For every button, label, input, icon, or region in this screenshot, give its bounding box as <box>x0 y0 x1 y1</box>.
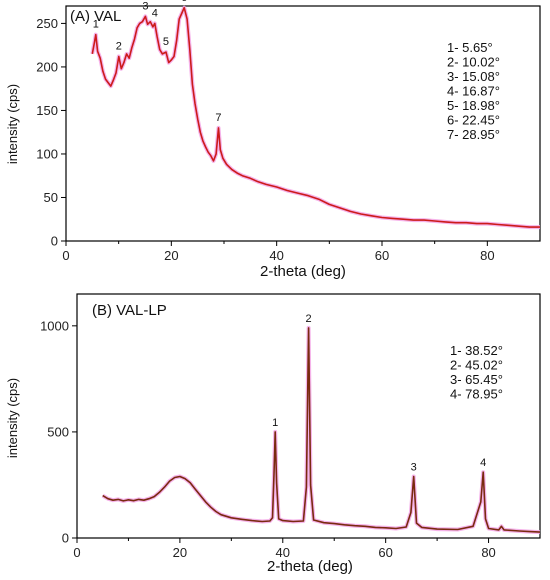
peak-label: 7 <box>215 112 221 124</box>
x-tick-label: 40 <box>276 545 290 560</box>
panel-b-title: (B) VAL-LP <box>92 302 167 319</box>
panel-b-annotations: 1- 38.52°2- 45.02°3- 65.45°4- 78.95° <box>450 343 503 402</box>
y-tick-label: 200 <box>36 59 58 74</box>
y-tick-label: 250 <box>36 16 58 31</box>
y-tick-label: 0 <box>51 234 58 249</box>
peak-label: 3 <box>411 461 417 473</box>
panel-a-xlabel: 2-theta (deg) <box>260 263 346 280</box>
peak-annotation: 4- 78.95° <box>450 387 503 402</box>
peak-label: 2 <box>116 40 122 52</box>
panel-b-plot <box>101 325 541 535</box>
x-tick-label: 60 <box>375 248 389 263</box>
x-tick-label: 20 <box>164 248 178 263</box>
y-tick-label: 1000 <box>40 318 69 333</box>
x-tick-label: 60 <box>378 545 392 560</box>
peak-annotation: 4- 16.87° <box>447 84 500 99</box>
panel-b-peak-labels: 1 2 3 4 <box>272 313 486 474</box>
peak-annotation: 7- 28.95° <box>447 127 500 142</box>
peak-label: 4 <box>480 457 486 469</box>
peak-annotation: 5- 18.98° <box>447 98 500 113</box>
x-tick-label: 20 <box>173 545 187 560</box>
peak-label: 4 <box>152 7 158 19</box>
peak-annotation: 3- 15.08° <box>447 69 500 84</box>
panel-a-ticks: 0 20 40 60 80 0 50 100 150 200 250 <box>36 16 494 263</box>
peak-annotation: 3- 65.45° <box>450 372 503 387</box>
peak-label: 3 <box>142 0 148 12</box>
y-tick-label: 150 <box>36 103 58 118</box>
panel-a-frame <box>65 5 541 242</box>
panel-a-annotations: 1- 5.65°2- 10.02°3- 15.08°4- 16.87°5- 18… <box>447 40 500 142</box>
peak-label: 2 <box>306 313 312 325</box>
y-tick-label: 100 <box>36 146 58 161</box>
panel-b: (B) VAL-LP 2-theta (deg) intensity (cps)… <box>5 293 541 575</box>
panel-a-title: (A) VAL <box>70 8 121 25</box>
panel-a-peak-labels: 1 2 34 5 6 7 <box>93 0 222 124</box>
panel-a-plot <box>90 5 540 230</box>
x-tick-label: 80 <box>480 248 494 263</box>
x-tick-label: 40 <box>269 248 283 263</box>
x-tick-label: 0 <box>73 545 80 560</box>
peak-annotation: 2- 45.02° <box>450 358 503 373</box>
series-line <box>102 327 541 533</box>
panel-b-frame <box>76 293 541 539</box>
series-line <box>91 6 540 228</box>
panel-a-ylabel: intensity (cps) <box>5 84 20 164</box>
panel-b-ticks: 0 20 40 60 80 0 500 1000 <box>40 318 496 560</box>
peak-annotation: 1- 5.65° <box>447 40 493 55</box>
x-tick-label: 80 <box>481 545 495 560</box>
x-tick-label: 0 <box>62 248 69 263</box>
y-tick-label: 500 <box>47 424 69 439</box>
peak-label: 1 <box>93 19 99 31</box>
peak-annotation: 2- 10.02° <box>447 55 500 70</box>
y-tick-label: 0 <box>62 531 69 546</box>
panel-b-xlabel: 2-theta (deg) <box>267 558 353 575</box>
peak-annotation: 6- 22.45° <box>447 113 500 128</box>
panel-b-ylabel: intensity (cps) <box>5 378 20 458</box>
peak-label: 1 <box>272 417 278 429</box>
y-tick-label: 50 <box>44 190 58 205</box>
peak-label: 6 <box>181 0 187 4</box>
peak-label: 5 <box>163 36 169 48</box>
peak-annotation: 1- 38.52° <box>450 343 503 358</box>
panel-a: (A) VAL 2-theta (deg) intensity (cps) 0 2… <box>5 0 541 280</box>
